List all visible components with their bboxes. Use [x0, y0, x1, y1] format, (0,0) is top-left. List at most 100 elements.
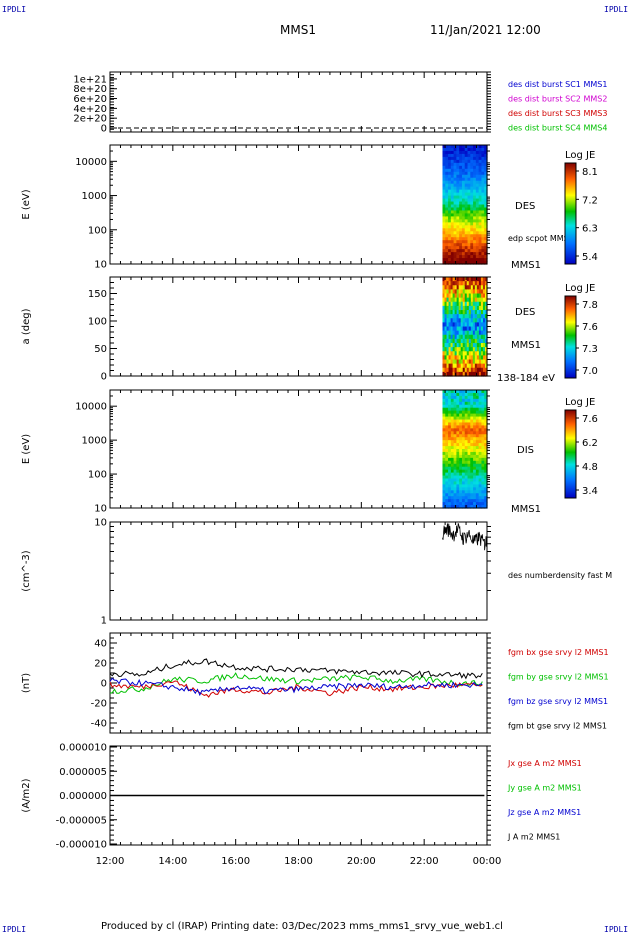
heatmap-cell [461, 392, 466, 397]
heatmap-cell [467, 484, 471, 488]
heatmap-cell [468, 347, 472, 352]
heatmap-cell [482, 334, 486, 340]
heatmap-cell [445, 398, 449, 403]
heatmap-cell [467, 177, 471, 182]
heatmap-cell [473, 249, 477, 253]
heatmap-cell [481, 478, 485, 483]
heatmap-cell [464, 318, 468, 323]
heatmap-cell [448, 475, 452, 480]
heatmap-cell [481, 174, 485, 179]
heatmap-cell [470, 180, 474, 185]
heatmap-cell [461, 189, 466, 194]
heatmap-cell [484, 145, 488, 149]
legend-entry: des dist burst SC3 MMS3 [508, 109, 607, 118]
heatmap-cell [446, 355, 450, 361]
heatmap-cell [462, 318, 466, 323]
heatmap-cell [467, 213, 471, 217]
heatmap-cell [452, 293, 456, 299]
heatmap-cell [458, 359, 462, 365]
heatmap-cell [480, 338, 484, 344]
heatmap-cell [450, 496, 455, 500]
heatmap-cell [461, 186, 466, 191]
heatmap-cell [459, 478, 463, 483]
heatmap-cell [475, 258, 480, 262]
heatmap-cell [484, 258, 488, 262]
heatmap-cell [442, 487, 446, 491]
heatmap-cell [475, 189, 480, 194]
legend-entry: des dist burst SC2 MMS2 [508, 95, 607, 104]
heatmap-cell [478, 246, 483, 250]
heatmap-cell [450, 505, 455, 509]
heatmap-cell [473, 440, 477, 444]
heatmap-cell [481, 210, 485, 215]
y-axis-label: E (eV) [21, 434, 32, 464]
heatmap-cell [470, 481, 474, 485]
heatmap-cell [445, 416, 449, 421]
heatmap-cell [481, 207, 485, 212]
heatmap-cell [475, 478, 480, 483]
heatmap-cell [467, 422, 471, 426]
heatmap-cell [481, 201, 485, 206]
heatmap-cell [446, 351, 450, 356]
heatmap-cell [484, 416, 488, 421]
heatmap-cell [445, 437, 449, 441]
heatmap-cell [470, 401, 474, 406]
heatmap-cell [466, 371, 470, 377]
heatmap-cell [475, 145, 480, 149]
heatmap-cell [464, 171, 469, 176]
colorbar-tick-label: 7.3 [582, 344, 598, 355]
heatmap-cell [484, 446, 488, 450]
colorbar-tick-label: 7.6 [582, 322, 598, 333]
heatmap-cell [468, 363, 472, 369]
heatmap-cell [450, 431, 455, 435]
heatmap-cell [475, 407, 480, 412]
heatmap-cell [453, 484, 458, 488]
heatmap-cell [476, 367, 480, 373]
heatmap-cell [470, 434, 474, 438]
heatmap-cell [484, 186, 488, 191]
heatmap-cell [475, 416, 480, 421]
heatmap-cell [475, 150, 480, 155]
heatmap-cell [478, 183, 483, 188]
heatmap-cell [459, 434, 463, 438]
heatmap-cell [464, 186, 469, 191]
heatmap-cell [459, 392, 463, 397]
y-tick-label: 0 [101, 679, 107, 690]
heatmap-cell [453, 195, 458, 200]
heatmap-cell [467, 395, 471, 400]
heatmap-cell [466, 305, 470, 311]
heatmap-cell [481, 213, 485, 217]
heatmap-cell [464, 177, 469, 182]
heatmap-cell [461, 428, 466, 432]
heatmap-cell [459, 460, 463, 465]
heatmap-cell [481, 249, 485, 253]
heatmap-cell [478, 496, 483, 500]
heatmap-cell [460, 343, 464, 348]
heatmap-cell [442, 367, 446, 373]
heatmap-cell [482, 347, 486, 352]
heatmap-cell [442, 195, 446, 200]
heatmap-cell [470, 390, 474, 394]
heatmap-cell [448, 162, 452, 167]
heatmap-cell [456, 463, 460, 468]
heatmap-cell [462, 314, 466, 319]
heatmap-cell [442, 410, 446, 415]
heatmap-cell [481, 496, 485, 500]
heatmap-cell [456, 174, 460, 179]
heatmap-cell [461, 249, 466, 253]
heatmap-cell [461, 469, 466, 474]
panel-frame [109, 389, 488, 509]
heatmap-cell [468, 326, 472, 332]
heatmap-cell [474, 334, 478, 340]
heatmap-cell [444, 343, 448, 348]
heatmap-cell [450, 243, 455, 247]
heatmap-cell [475, 460, 480, 465]
heatmap-cell [448, 371, 452, 377]
heatmap-cell [484, 478, 488, 483]
heatmap-cell [473, 228, 477, 232]
heatmap-cell [450, 449, 455, 453]
heatmap-cell [461, 499, 466, 503]
heatmap-cell [464, 204, 469, 209]
heatmap-cell [464, 198, 469, 203]
